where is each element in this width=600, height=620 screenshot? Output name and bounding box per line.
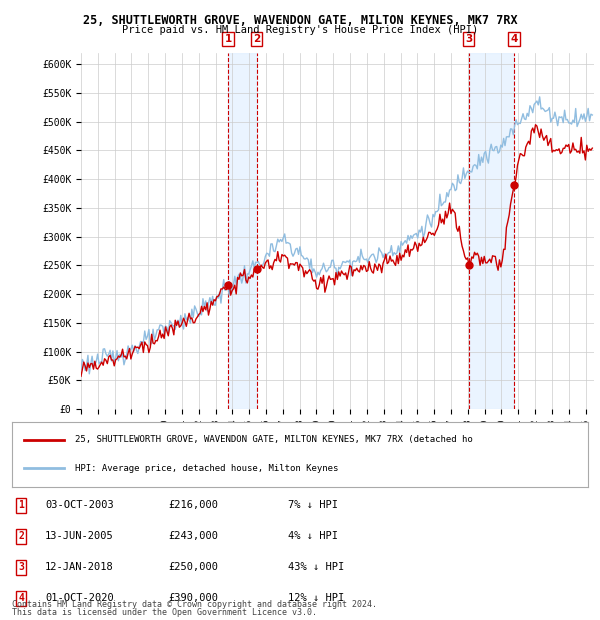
- Text: HPI: Average price, detached house, Milton Keynes: HPI: Average price, detached house, Milt…: [76, 464, 339, 473]
- Text: 43% ↓ HPI: 43% ↓ HPI: [288, 562, 344, 572]
- Text: 25, SHUTTLEWORTH GROVE, WAVENDON GATE, MILTON KEYNES, MK7 7RX (detached ho: 25, SHUTTLEWORTH GROVE, WAVENDON GATE, M…: [76, 435, 473, 445]
- Text: 03-OCT-2003: 03-OCT-2003: [45, 500, 114, 510]
- Text: 12% ↓ HPI: 12% ↓ HPI: [288, 593, 344, 603]
- Text: 2: 2: [253, 33, 260, 44]
- Text: 12-JAN-2018: 12-JAN-2018: [45, 562, 114, 572]
- Text: £250,000: £250,000: [168, 562, 218, 572]
- Text: £243,000: £243,000: [168, 531, 218, 541]
- Text: 25, SHUTTLEWORTH GROVE, WAVENDON GATE, MILTON KEYNES, MK7 7RX: 25, SHUTTLEWORTH GROVE, WAVENDON GATE, M…: [83, 14, 517, 27]
- Text: 4% ↓ HPI: 4% ↓ HPI: [288, 531, 338, 541]
- Text: Price paid vs. HM Land Registry's House Price Index (HPI): Price paid vs. HM Land Registry's House …: [122, 25, 478, 35]
- Text: £390,000: £390,000: [168, 593, 218, 603]
- Text: 3: 3: [465, 33, 472, 44]
- Text: 4: 4: [18, 593, 24, 603]
- Text: 2: 2: [18, 531, 24, 541]
- Text: 01-OCT-2020: 01-OCT-2020: [45, 593, 114, 603]
- Text: 1: 1: [18, 500, 24, 510]
- Text: 13-JUN-2005: 13-JUN-2005: [45, 531, 114, 541]
- Text: 7% ↓ HPI: 7% ↓ HPI: [288, 500, 338, 510]
- Text: 3: 3: [18, 562, 24, 572]
- Text: 1: 1: [224, 33, 232, 44]
- Text: 4: 4: [511, 33, 518, 44]
- Text: £216,000: £216,000: [168, 500, 218, 510]
- Bar: [469, 53, 514, 409]
- Text: Contains HM Land Registry data © Crown copyright and database right 2024.: Contains HM Land Registry data © Crown c…: [12, 600, 377, 609]
- Bar: [228, 53, 257, 409]
- Text: This data is licensed under the Open Government Licence v3.0.: This data is licensed under the Open Gov…: [12, 608, 317, 617]
